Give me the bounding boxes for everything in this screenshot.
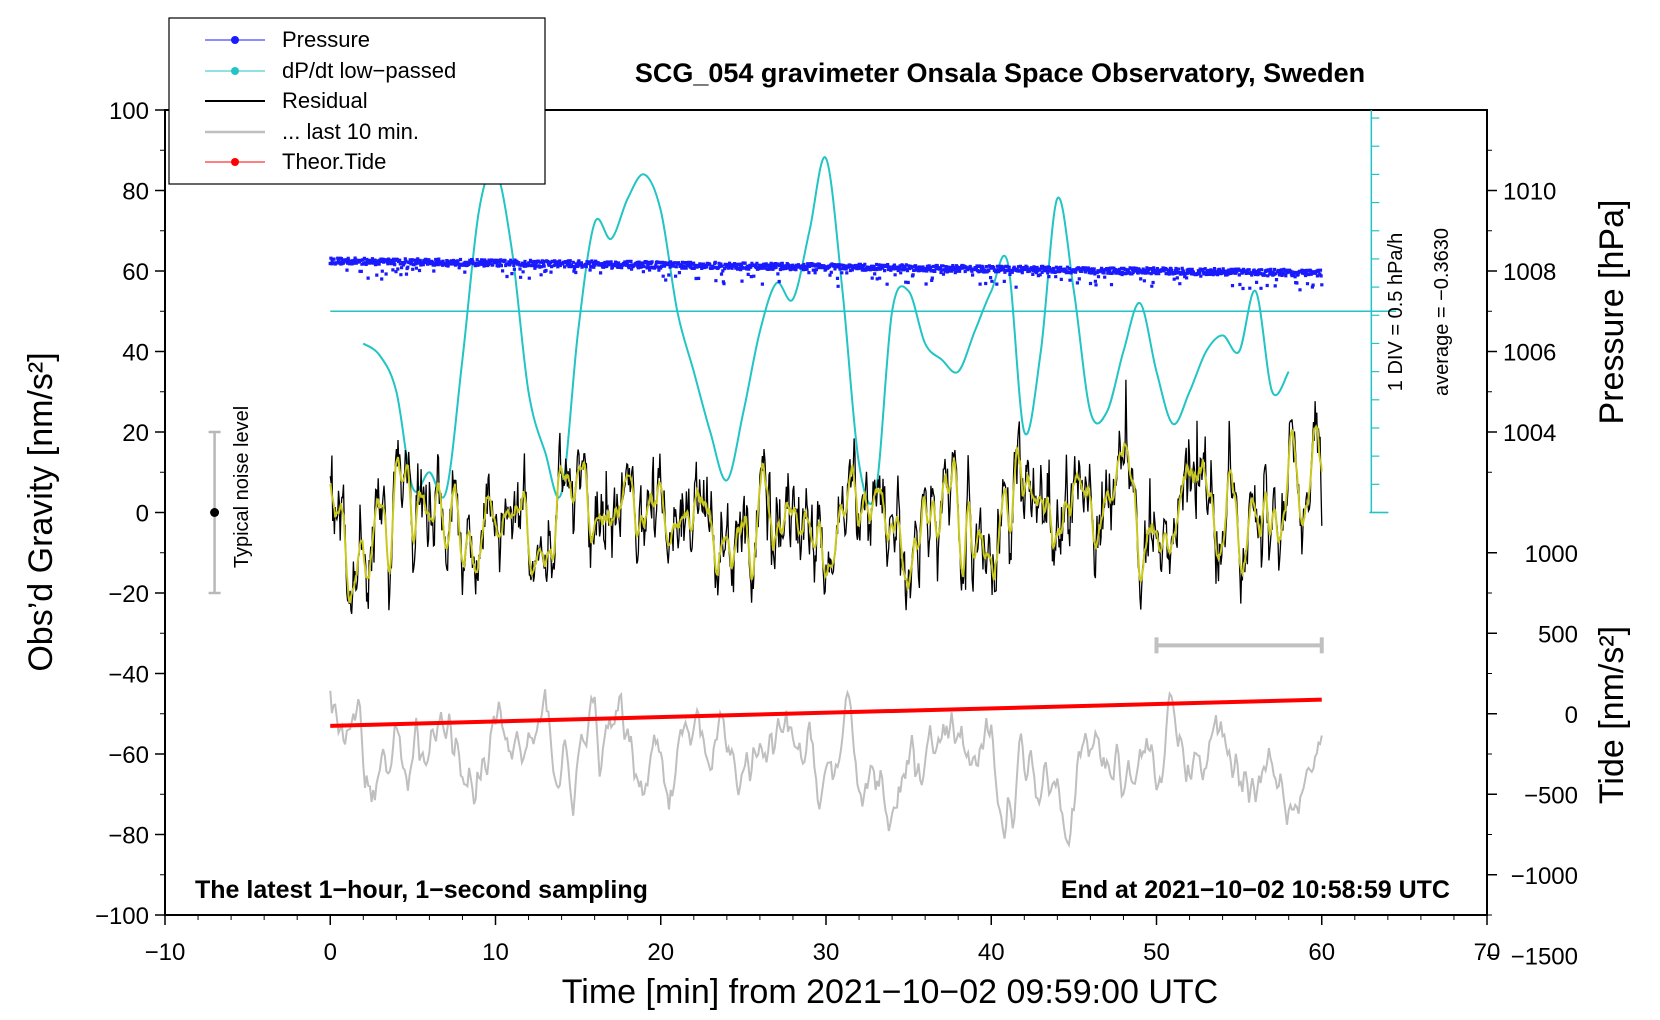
div-label: 1 DIV = 0.5 hPa/h — [1385, 233, 1407, 391]
x-tick-label: 20 — [647, 939, 674, 966]
axis-ticks: −10 0 10 20 30 40 50 60 70100806040200−20−40−60−… — [95, 98, 1578, 970]
dpdt-series — [330, 110, 1397, 514]
legend-marker-dpdt — [231, 67, 239, 75]
sampling-note: The latest 1−hour, 1−second sampling — [195, 876, 648, 904]
y-tick-label: −60 — [108, 742, 149, 769]
y-tick-label: 0 — [136, 501, 149, 528]
pressure-tick-label: 1004 — [1503, 420, 1556, 447]
legend-label-residual: Residual — [282, 88, 368, 113]
y-axis-label-pressure: Pressure [hPa] — [1593, 200, 1631, 425]
legend-marker-tide — [231, 158, 239, 166]
legend: Pressure dP/dt low−passed Residual ... l… — [168, 17, 546, 185]
pressure-tick-label: 1006 — [1503, 340, 1556, 367]
dpdt-line — [362, 156, 1290, 505]
pressure-points — [328, 256, 1324, 292]
y-tick-label: −80 — [108, 823, 149, 850]
legend-label-dpdt: dP/dt low−passed — [282, 58, 456, 83]
y-tick-label: 20 — [122, 420, 149, 447]
x-tick-label: 60 — [1308, 939, 1335, 966]
y-tick-label: 80 — [122, 179, 149, 206]
x-tick-label: 10 — [482, 939, 509, 966]
pressure-series — [328, 256, 1324, 292]
noise-level-label: Typical noise level — [231, 406, 253, 568]
tide-tick-label: 500 — [1538, 621, 1578, 648]
residual-series — [329, 379, 1323, 614]
y-axis-label-gravity: Obs’d Gravity [nm/s²] — [22, 352, 60, 671]
last10-series — [329, 689, 1323, 848]
tide-tick-label: −1500 — [1511, 943, 1578, 970]
legend-label-tide: Theor.Tide — [282, 149, 386, 174]
noise-level-dot — [210, 508, 220, 517]
x-tick-label: 50 — [1143, 939, 1170, 966]
legend-label-last10: ... last 10 min. — [282, 119, 419, 144]
x-tick-label: 30 — [813, 939, 840, 966]
y-tick-label: −40 — [108, 662, 149, 689]
plot-frame — [164, 109, 1488, 916]
y-tick-label: −20 — [108, 581, 149, 608]
pressure-tick-label: 1008 — [1503, 259, 1556, 286]
end-time-note: End at 2021−10−02 10:58:59 UTC — [1061, 876, 1450, 904]
x-axis-label: Time [min] from 2021−10−02 09:59:00 UTC — [562, 973, 1218, 1011]
x-tick-label: 0 — [324, 939, 337, 966]
last10-line — [329, 689, 1323, 848]
tide-series — [330, 697, 1322, 728]
x-tick-label: 70 — [1474, 939, 1501, 966]
pressure-tick-label: 1010 — [1503, 179, 1556, 206]
tide-tick-label: −500 — [1524, 782, 1578, 809]
y-tick-label: 40 — [122, 340, 149, 367]
residual-smoothed-line — [329, 424, 1323, 604]
legend-marker-pressure — [231, 36, 239, 44]
y-tick-label: −100 — [95, 903, 149, 930]
x-tick-label: −10 — [145, 939, 186, 966]
residual-line — [329, 379, 1323, 614]
chart-title: SCG_054 gravimeter Onsala Space Observat… — [635, 58, 1365, 88]
x-tick-label: 40 — [978, 939, 1005, 966]
average-label: average = −0.3630 — [1431, 228, 1453, 396]
annotation-marks — [208, 430, 1324, 654]
y-tick-label: 100 — [109, 98, 149, 125]
y-tick-label: 60 — [122, 259, 149, 286]
tide-tick-label: −1000 — [1511, 863, 1578, 890]
y-axis-label-tide: Tide [nm/s²] — [1593, 626, 1631, 804]
tide-tick-label: 0 — [1565, 702, 1578, 729]
tide-tick-label: 1000 — [1525, 541, 1578, 568]
legend-label-pressure: Pressure — [282, 27, 370, 52]
tide-line — [330, 697, 1322, 728]
